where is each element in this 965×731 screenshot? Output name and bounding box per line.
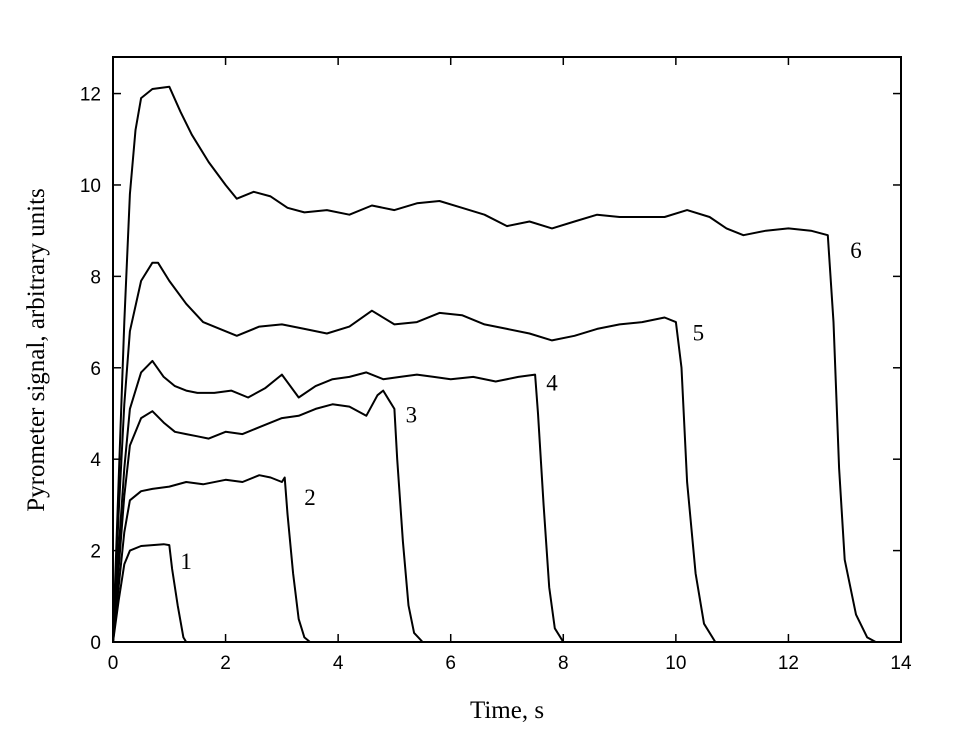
series-line-2 — [112, 474, 311, 643]
x-tick-label: 0 — [108, 653, 119, 674]
x-tick-label: 14 — [890, 653, 912, 674]
x-tick-label: 6 — [445, 653, 456, 674]
x-tick-label: 4 — [333, 653, 344, 674]
curve-label-6: 6 — [850, 238, 862, 263]
y-tick-label: 6 — [90, 359, 101, 380]
curve-label-4: 4 — [546, 371, 558, 396]
x-axis-title: Time, s — [470, 697, 544, 724]
curve-label-2: 2 — [304, 485, 316, 510]
series-group — [112, 85, 877, 643]
y-tick-label: 10 — [80, 176, 101, 197]
series-line-3 — [112, 389, 424, 643]
curve-label-5: 5 — [693, 320, 705, 345]
x-tick-label: 10 — [665, 653, 686, 674]
series-line-5 — [112, 261, 717, 643]
x-tick-label: 12 — [778, 653, 799, 674]
y-tick-label: 2 — [90, 542, 101, 563]
series-line-1 — [112, 543, 188, 643]
curve-label-3: 3 — [406, 403, 418, 428]
y-tick-label: 0 — [90, 633, 101, 654]
x-tick-label: 2 — [220, 653, 231, 674]
y-tick-label: 4 — [90, 450, 101, 471]
curve-labels: 1 2 3 4 5 6 — [180, 238, 861, 574]
curve-label-1: 1 — [180, 549, 192, 574]
series-line-6 — [112, 85, 877, 643]
y-tick-label: 8 — [90, 267, 101, 288]
plot-frame — [112, 56, 902, 643]
y-axis-title: Pyrometer signal, arbitrary units — [23, 188, 50, 512]
series-line-4 — [112, 359, 565, 643]
y-tick-label: 12 — [80, 85, 101, 106]
x-tick-label: 8 — [558, 653, 569, 674]
